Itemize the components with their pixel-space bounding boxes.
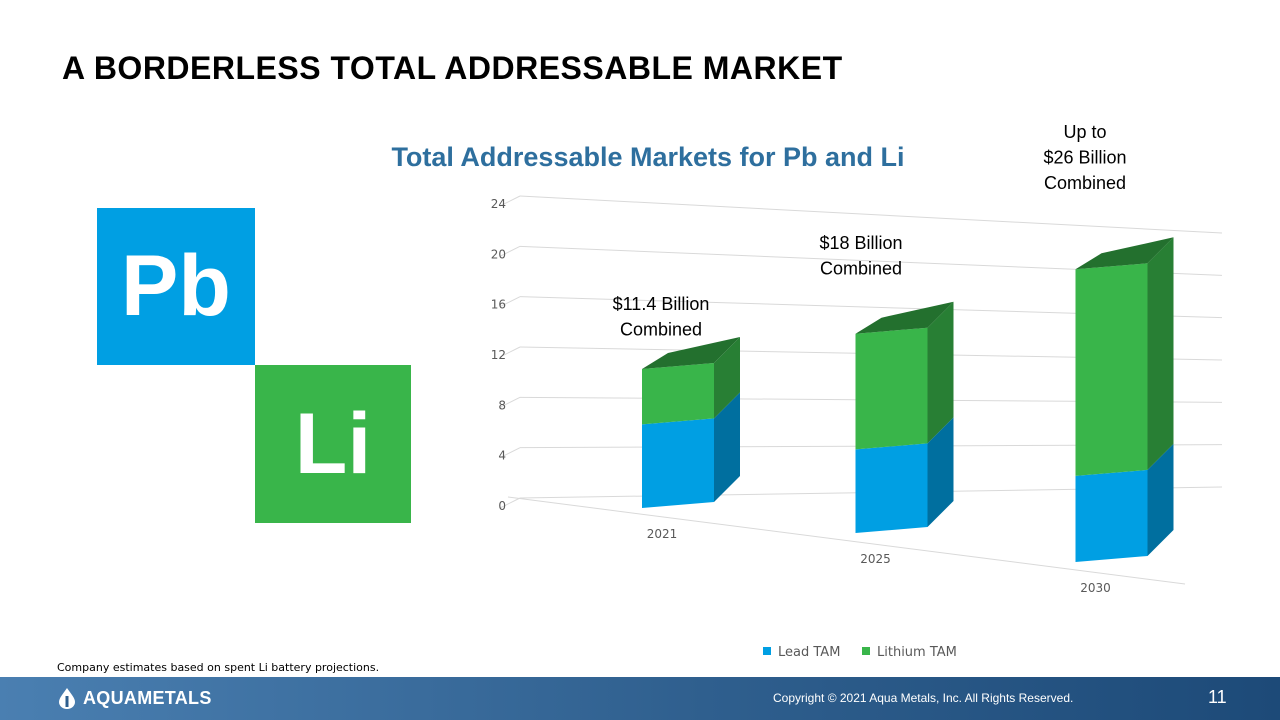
bar-lead-2021 (642, 418, 714, 508)
annotation-2021: $11.4 Billion Combined (613, 294, 710, 340)
annotations: $11.4 Billion Combined $18 Billion Combined… (613, 122, 1127, 340)
chart-title: Total Addressable Markets for Pb and Li (391, 142, 904, 172)
gridline-depth (499, 396, 521, 408)
bar-lead-2025 (855, 443, 928, 533)
floor-line (507, 496, 1186, 585)
water-drop-icon (59, 688, 75, 709)
annotation-2025: $18 Billion Combined (819, 233, 902, 279)
footnote: Company estimates based on spent Li batt… (57, 661, 380, 674)
y-tick-label: 0 (498, 499, 506, 513)
bar-lithium-2021 (642, 363, 714, 425)
legend-label-lithium: Lithium TAM (877, 645, 957, 660)
bar-top-2021 (642, 337, 740, 369)
legend-swatch-lithium (862, 647, 870, 655)
legend-swatch-lead (763, 647, 771, 655)
bar-side-lead-2030 (1147, 443, 1174, 556)
tam-chart: 0 4 8 12 16 20 24 2021 2025 2030 $11.4 Billion Comb… (391, 122, 1223, 660)
bar-side-lithium-2021 (714, 337, 740, 419)
gridline-depth (499, 346, 521, 358)
li-element-tile: Li (255, 365, 411, 523)
gridline-depth (499, 245, 521, 257)
copyright-text: Copyright © 2021 Aqua Metals, Inc. All R… (773, 691, 1074, 705)
x-tick-label: 2030 (1080, 581, 1111, 595)
bar-lithium-2030 (1075, 263, 1148, 476)
bar-side-lead-2025 (927, 417, 954, 527)
y-tick-label: 20 (491, 247, 506, 261)
legend-label-lead: Lead TAM (778, 645, 840, 660)
x-tick-label: 2021 (647, 527, 678, 541)
legend: Lead TAM Lithium TAM (763, 645, 957, 660)
bars (642, 237, 1174, 562)
logo-text: AQUAMETALS (83, 687, 212, 708)
gridline-depth (499, 447, 521, 459)
y-tick-label: 24 (491, 197, 506, 211)
aquametals-logo: AQUAMETALS (57, 686, 212, 710)
bar-lithium-2025 (855, 327, 928, 450)
bar-top-2025 (855, 301, 954, 334)
gridline-depth (499, 497, 521, 509)
bar-lead-2030 (1075, 469, 1148, 562)
y-tick-label: 4 (498, 449, 506, 463)
y-tick-label: 8 (498, 398, 506, 412)
slide-title: A BORDERLESS TOTAL ADDRESSABLE MARKET (62, 50, 843, 86)
gridline-depth (499, 195, 521, 207)
bar-side-lithium-2025 (927, 301, 954, 444)
page-number: 11 (1208, 687, 1227, 707)
bar-side-lead-2021 (714, 392, 740, 502)
footer-bar: AQUAMETALS Copyright © 2021 Aqua Metals,… (0, 677, 1280, 720)
pb-element-tile: Pb (97, 208, 255, 365)
annotation-2030: Up to $26 Billion Combined (1043, 122, 1126, 193)
bar-side-lithium-2030 (1147, 237, 1174, 470)
bar-top-2030 (1075, 237, 1174, 270)
gridline (519, 195, 1223, 234)
y-tick-label: 16 (491, 298, 506, 312)
y-axis-labels: 0 4 8 12 16 20 24 (491, 197, 506, 513)
gridline-depth (499, 296, 521, 308)
x-tick-label: 2025 (860, 552, 891, 566)
y-tick-label: 12 (491, 348, 506, 362)
